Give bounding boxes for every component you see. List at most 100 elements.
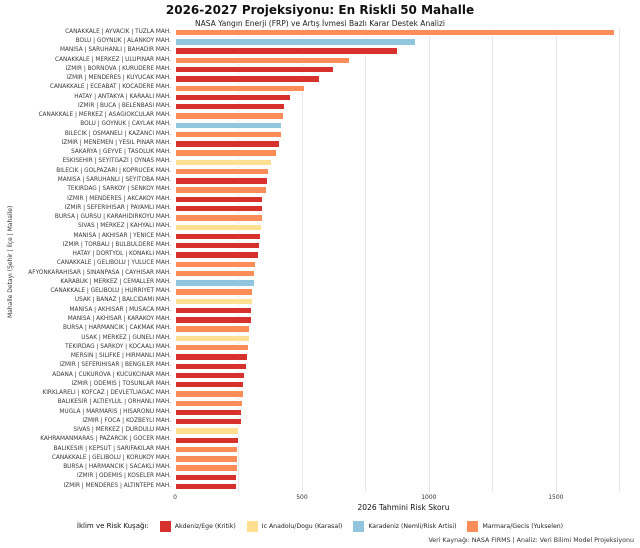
bar-row: IZMIR | FOCA | KOZBEYLI MAH. xyxy=(0,417,640,426)
row-label: BILECIK | OSMANELI | KAZANCI MAH. xyxy=(64,130,171,137)
bar-row: BILECIK | GOLPAZARI | KOPRUCEK MAH. xyxy=(0,167,640,176)
bar-track xyxy=(175,473,640,482)
bar xyxy=(175,130,282,139)
bar-row: CANAKKALE | MERKEZ | ULUPINAR MAH. xyxy=(0,56,640,65)
x-tick-label: 1000 xyxy=(421,494,437,501)
bar xyxy=(175,306,253,315)
legend-swatch xyxy=(353,520,365,532)
bar-rows: CANAKKALE | AYVACIK | TUZLA MAH. BOLU | G… xyxy=(0,28,640,492)
bar xyxy=(175,390,244,398)
bar-track xyxy=(175,158,640,167)
legend-swatch xyxy=(246,520,258,532)
bar-track xyxy=(175,408,640,417)
bar xyxy=(175,288,254,296)
bar-row: SIVAS | MERKEZ | DURDULU MAH. xyxy=(0,426,640,435)
bar-track xyxy=(175,121,640,129)
row-label: CANAKKALE | GELIBOLU | HURRIYET MAH. xyxy=(50,288,171,295)
row-label: IZMIR | SEFERIHISAR | PAYAMLI MAH. xyxy=(64,204,171,211)
bar-row: IZMIR | MENDERES | KUYUCAK MAH. xyxy=(0,74,640,83)
bar-row: SIVAS | MERKEZ | KAHYALI MAH. xyxy=(0,223,640,232)
bar-track xyxy=(175,177,640,185)
gridline xyxy=(428,28,430,492)
bar-track xyxy=(175,279,640,287)
bar-row: BURSA | GURSU | KARAHIDIRKOYU MAH. xyxy=(0,213,640,222)
bar-track xyxy=(175,56,640,65)
gridline xyxy=(555,28,557,492)
bar-row: KAHRAMANMARAS | PAZARCIK | GOCER MAH. xyxy=(0,436,640,445)
legend: İklim ve Risk Kuşağı: Akdeniz/Ege (Kriti… xyxy=(0,518,640,534)
bar xyxy=(175,464,238,472)
bar-row: IZMIR | MENEMEN | YESIL PINAR MAH. xyxy=(0,139,640,148)
row-label: MANISA | SARUHANLI | SEYITOBA MAH. xyxy=(57,176,171,183)
x-axis-label: 2026 Tahmini Risk Skoru xyxy=(357,503,450,512)
bar-track xyxy=(175,297,640,306)
row-label: MUGLA | MARMARIS | HISARONU MAH. xyxy=(59,408,171,415)
gridline xyxy=(301,28,303,492)
row-label: BOLU | GOYNUK | ALANKOY MAH. xyxy=(75,38,171,44)
bar-track xyxy=(175,232,640,241)
bar-row: USAK | MERKEZ | GUNELI MAH. xyxy=(0,334,640,343)
row-label: ADANA | CUKUROVA | KUCUKCINAR MAH. xyxy=(52,371,171,378)
gridline xyxy=(238,28,240,492)
bar xyxy=(175,399,244,407)
bar xyxy=(175,56,351,65)
row-label: BALIKESIR | ALTIEYLUL | ORHANLI MAH. xyxy=(57,399,171,406)
bar-track xyxy=(175,75,640,83)
bar-track xyxy=(175,353,640,361)
bar-track xyxy=(175,140,640,148)
bar-track xyxy=(175,260,640,268)
row-label: TEKIRDAG | SARKOY | KOCAALI MAH. xyxy=(65,343,171,350)
bar-row: KIRKLARELI | KOFCAZ | DEVLETLIAGAC MAH. xyxy=(0,389,640,398)
bar-track xyxy=(175,306,640,315)
bar-row: MANISA | SARUHANLI | BAHADIR MAH. xyxy=(0,47,640,56)
bar xyxy=(175,214,263,222)
bar xyxy=(175,103,286,111)
row-label: IZMIR | BUCA | BELENBASI MAH. xyxy=(77,102,171,109)
bar-track xyxy=(175,204,640,213)
row-label: IZMIR | MENDERES | ALTINTEPE MAH. xyxy=(63,482,171,489)
bar xyxy=(175,75,321,83)
bar-row: BOLU | GOYNUK | CAYLAK MAH. xyxy=(0,121,640,130)
row-label: BURSA | HARMANCIK | SACAKLI MAH. xyxy=(63,464,171,471)
bar xyxy=(175,232,261,241)
row-label: USAK | BANAZ | BALCIDAMI MAH. xyxy=(74,297,171,304)
bar-track xyxy=(175,66,640,74)
bar xyxy=(175,353,249,361)
row-label: IZMIR | ODEMIS | KOSELER MAH. xyxy=(77,473,171,480)
row-label: BILECIK | GOLPAZARI | KOPRUCEK MAH. xyxy=(56,167,171,174)
legend-swatch xyxy=(467,520,479,532)
row-label: KAHRAMANMARAS | PAZARCIK | GOCER MAH. xyxy=(40,436,171,443)
legend-item: Karadeniz (Nemli/Risk Artisi) xyxy=(353,520,456,532)
bar xyxy=(175,47,398,55)
bar-row: IZMIR | MENDERES | AKCAKOY MAH. xyxy=(0,195,640,204)
bar-row: CANAKKALE | GELIBOLU | KORUKOY MAH. xyxy=(0,454,640,463)
row-label: CANAKKALE | ECEABAT | KOCADERE MAH. xyxy=(49,84,171,91)
bar-track xyxy=(175,242,640,250)
bar-track xyxy=(175,149,640,157)
bar-track xyxy=(175,28,640,37)
row-label: AFYONKARAHISAR | SINANPASA | CAYHISAR MA… xyxy=(28,269,171,276)
bar-track xyxy=(175,390,640,398)
bar-track xyxy=(175,445,640,454)
bar xyxy=(175,28,616,37)
row-label: KIRKLARELI | KOFCAZ | DEVLETLIAGAC MAH. xyxy=(42,390,171,397)
bar xyxy=(175,279,255,287)
bar xyxy=(175,93,292,102)
bar xyxy=(175,334,250,343)
bar xyxy=(175,112,284,120)
legend-item: Marmara/Gecis (Yukselen) xyxy=(467,520,563,532)
bar-row: CANAKKALE | GELIBOLU | YULUCE MAH. xyxy=(0,260,640,269)
bar-track xyxy=(175,38,640,46)
bar-row: HATAY | ANTAKYA | KARAALI MAH. xyxy=(0,93,640,102)
bar xyxy=(175,408,243,417)
row-label: KARABUK | MERKEZ | CEMALLER MAH. xyxy=(60,278,171,285)
bar-track xyxy=(175,167,640,176)
bar-track xyxy=(175,84,640,92)
bar-row: TEKIRDAG | SARKOY | SENKOY MAH. xyxy=(0,186,640,195)
row-label: HATAY | ANTAKYA | KARAALI MAH. xyxy=(74,93,171,100)
gridline xyxy=(492,28,494,492)
row-label: MANISA | AKHISAR | KARAKOY MAH. xyxy=(67,315,171,322)
row-label: MANISA | AKHISAR | MUSACA MAH. xyxy=(69,306,171,313)
bar xyxy=(175,371,246,380)
bar xyxy=(175,436,239,445)
